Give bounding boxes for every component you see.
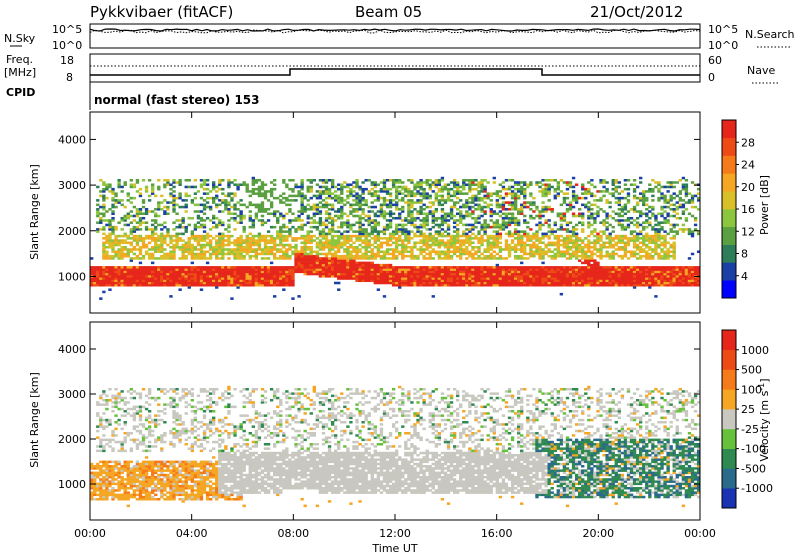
power-cbar-label-2: 20	[741, 181, 755, 194]
x-tick-label-4: 16:00	[481, 527, 513, 540]
velocity-cbar-label-3: 25	[741, 403, 755, 416]
nsearch-tick-top: 10^5	[708, 23, 738, 36]
power-heatmap	[90, 177, 700, 300]
power-cbar-seg-7	[722, 156, 736, 174]
velocity-ytick-label-3: 4000	[58, 343, 86, 356]
x-tick-label-5: 20:00	[582, 527, 614, 540]
power-ytick-label-2: 3000	[58, 179, 86, 192]
power-cbar-seg-0	[722, 280, 736, 298]
nsky-tick-bottom: 10^0	[52, 39, 82, 52]
power-cbar-seg-4	[722, 209, 736, 227]
velocity-heatmap	[90, 386, 700, 507]
freq-trace	[90, 69, 700, 75]
velocity-cbar-label: Velocity [m s-1]	[757, 378, 771, 461]
velocity-cbar-label-7: -1000	[741, 482, 773, 495]
freq-tick-bottom: 8	[66, 71, 73, 84]
velocity-ytick-label-1: 2000	[58, 433, 86, 446]
cpid-panel: CPID normal (fast stereo) 153	[6, 82, 260, 110]
nave-tick-bottom: 0	[708, 71, 715, 84]
velocity-ytick-label-2: 3000	[58, 388, 86, 401]
x-tick-label-6: 00:00	[684, 527, 716, 540]
velocity-cbar-label-0: 1000	[741, 344, 769, 357]
power-cbar-seg-1	[722, 262, 736, 280]
power-ytick-label-1: 2000	[58, 225, 86, 238]
velocity-ylabel: Slant Range [km]	[28, 372, 41, 468]
power-cbar-label: Power [dB]	[758, 175, 771, 235]
x-axis-label: Time UT	[371, 542, 417, 554]
date-title: 21/Oct/2012	[590, 3, 683, 21]
freq-panel: Freq. [MHz] 18 8 60 0 Nave	[4, 53, 778, 84]
power-cbar-seg-9	[722, 120, 736, 138]
x-tick-label-1: 04:00	[176, 527, 208, 540]
velocity-cbar-label-6: -500	[741, 462, 766, 475]
x-tick-label-3: 12:00	[379, 527, 411, 540]
power-cbar-label-6: 4	[741, 270, 748, 283]
nsky-tick-top: 10^5	[52, 23, 82, 36]
cpid-text: normal (fast stereo) 153	[94, 93, 260, 107]
power-ytick-label-0: 1000	[58, 270, 86, 283]
velocity-cbar-seg-7	[722, 350, 736, 370]
power-cbar-label-5: 8	[741, 248, 748, 261]
nsearch-tick-bottom: 10^0	[708, 39, 738, 52]
power-colorbar: 28 24 20 16 12 8 4	[722, 120, 755, 298]
power-cbar-label-4: 12	[741, 225, 755, 238]
velocity-cbar-seg-2	[722, 449, 736, 469]
power-cbar-seg-2	[722, 245, 736, 263]
cpid-label: CPID	[6, 86, 35, 99]
beam-title: Beam 05	[355, 3, 422, 21]
velocity-cbar-seg-1	[722, 468, 736, 488]
velocity-cbar-seg-0	[722, 488, 736, 508]
velocity-cbar-seg-6	[722, 370, 736, 390]
nsky-label: N.Sky	[4, 32, 36, 45]
power-cbar-label-0: 28	[741, 136, 755, 149]
power-cbar-seg-5	[722, 191, 736, 209]
x-tick-label-2: 08:00	[277, 527, 309, 540]
power-cbar-seg-3	[722, 227, 736, 245]
velocity-cbar-seg-5	[722, 389, 736, 409]
velocity-ytick-label-0: 1000	[58, 478, 86, 491]
freq-label: Freq.	[6, 53, 33, 66]
nsky-trace	[90, 29, 700, 31]
velocity-panel: 1000 2000 3000 4000 Slant Range [km] 1000 50…	[28, 322, 773, 520]
velocity-cbar-label-4: -25	[741, 423, 759, 436]
velocity-cbar-seg-4	[722, 409, 736, 429]
power-cbar-label-3: 16	[741, 203, 755, 216]
velocity-cbar-label-1: 500	[741, 364, 762, 377]
nave-tick-top: 60	[708, 54, 722, 67]
nsky-panel: N.Sky 10^5 10^0 10^5 10^0 N.Search	[4, 23, 795, 52]
velocity-cbar-seg-3	[722, 429, 736, 449]
velocity-cbar-seg-8	[722, 330, 736, 350]
freq-unit: [MHz]	[4, 66, 36, 79]
station-title: Pykkvibaer (fitACF)	[90, 3, 233, 21]
power-cbar-seg-8	[722, 138, 736, 156]
nave-label: Nave	[747, 64, 775, 77]
x-tick-label-0: 00:00	[74, 527, 106, 540]
nsearch-label: N.Search	[745, 28, 795, 41]
power-panel: 1000 2000 3000 4000 Slant Range [km] 28 24 20…	[28, 112, 771, 313]
power-ytick-label-3: 4000	[58, 133, 86, 146]
power-cbar-seg-6	[722, 173, 736, 191]
power-ylabel: Slant Range [km]	[28, 164, 41, 260]
power-cbar-label-1: 24	[741, 159, 755, 172]
freq-tick-top: 18	[60, 54, 74, 67]
